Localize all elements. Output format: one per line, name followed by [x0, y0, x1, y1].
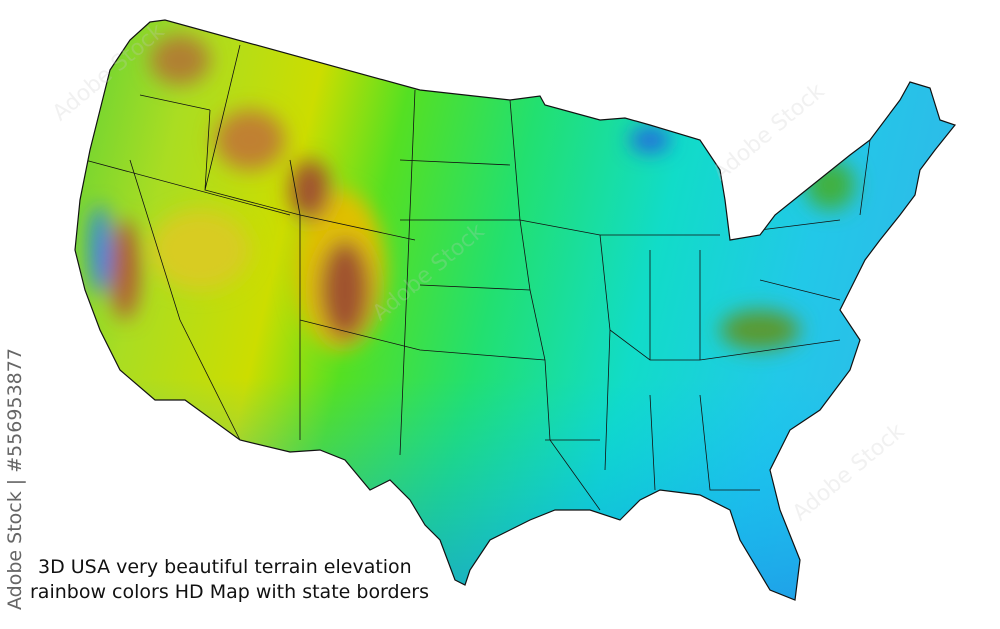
- caption-line-1: 3D USA very beautiful terrain elevation: [38, 556, 412, 578]
- caption-line-2: rainbow colors HD Map with state borders: [30, 581, 429, 603]
- stock-id-watermark: Adobe Stock | #556953877: [4, 348, 26, 610]
- state-borders: [84, 44, 871, 511]
- mountain-ranges: [90, 35, 855, 350]
